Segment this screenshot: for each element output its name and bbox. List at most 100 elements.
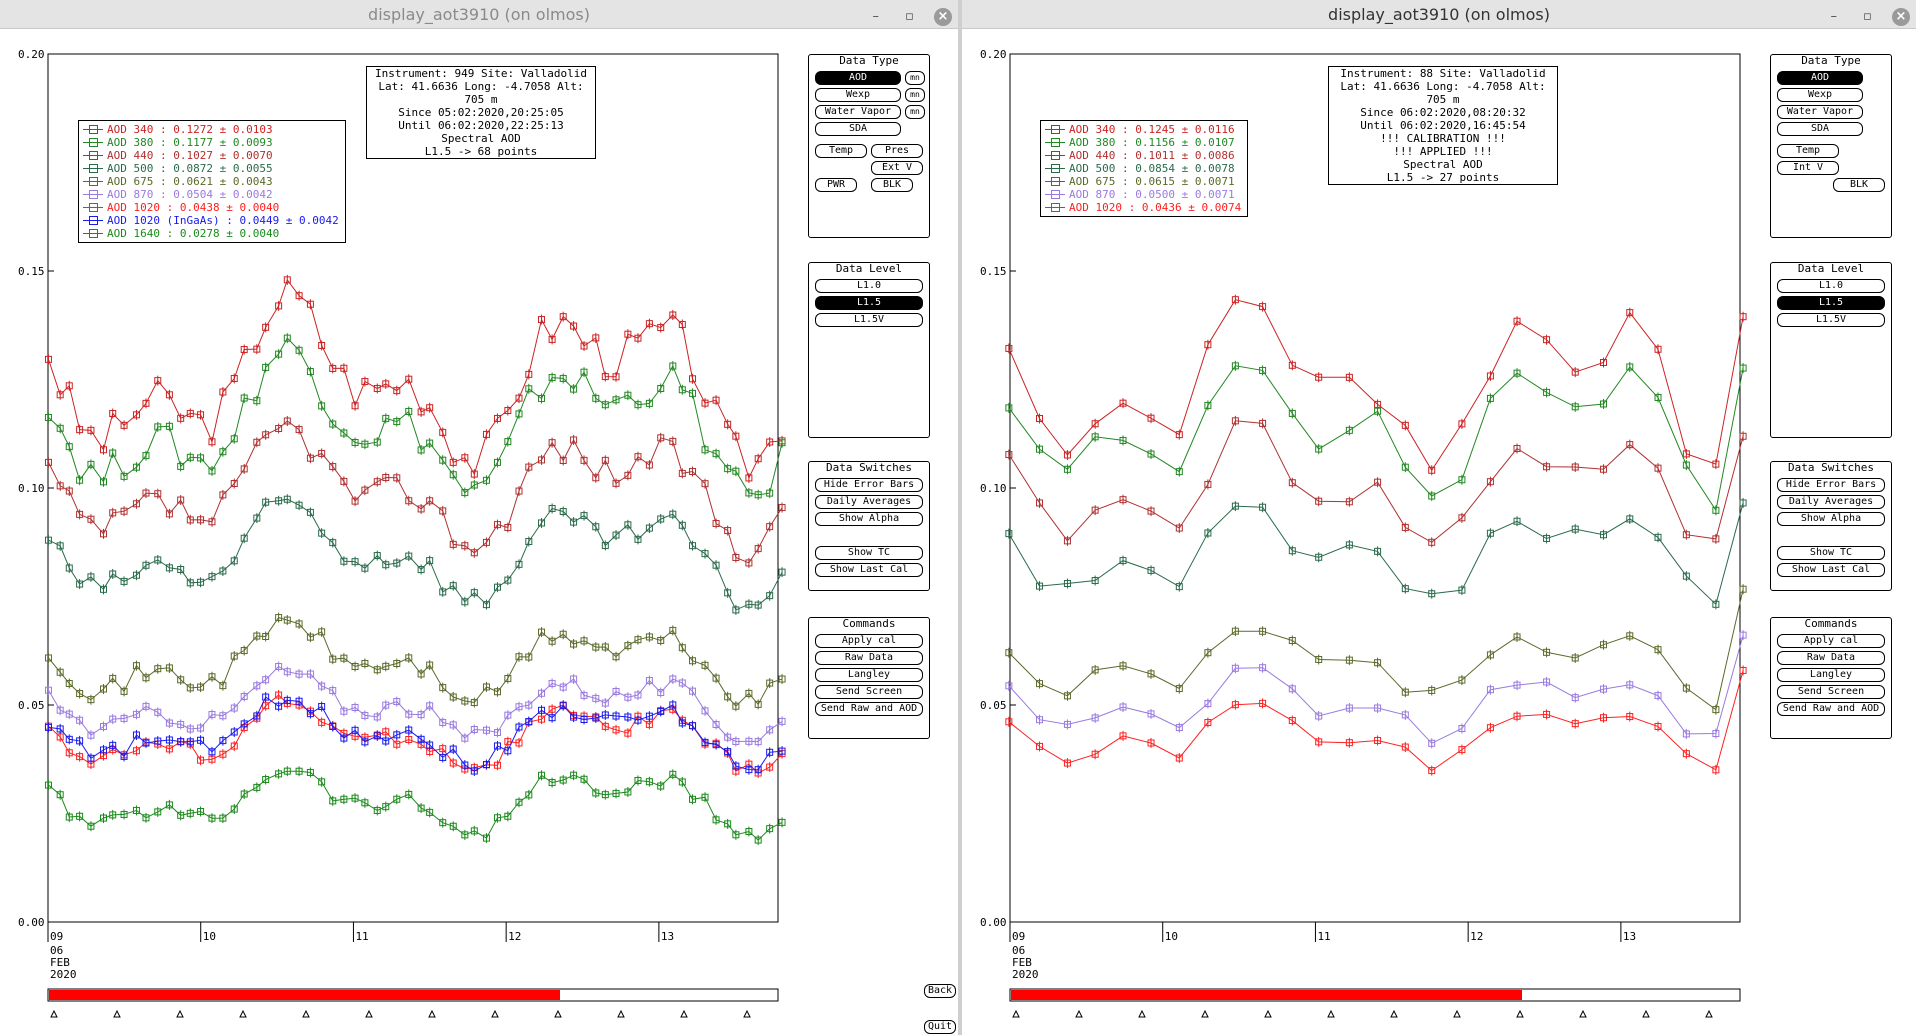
sda-button[interactable]: SDA (815, 122, 901, 136)
close-icon[interactable]: × (1892, 8, 1910, 26)
time-range-bar[interactable] (47, 988, 779, 1018)
data-point (1175, 524, 1183, 532)
wexp-button[interactable]: Wexp (1777, 88, 1863, 102)
mini-mn-aod[interactable]: mn (905, 71, 925, 85)
quit-button[interactable]: Quit (924, 1020, 957, 1034)
data-point (44, 686, 52, 694)
data-point (1231, 627, 1239, 635)
data-point (329, 420, 337, 428)
data-point (612, 688, 620, 696)
close-icon[interactable]: × (934, 8, 952, 26)
marker-icon (302, 1009, 310, 1018)
minimize-icon[interactable]: – (1830, 9, 1837, 24)
data-point (570, 436, 578, 444)
switch-show-last-cal[interactable]: Show Last Cal (815, 563, 923, 577)
switch-show-tc[interactable]: Show TC (815, 546, 923, 560)
switch-show-last-cal[interactable]: Show Last Cal (1777, 563, 1885, 577)
data-point (109, 674, 117, 682)
data-point (669, 675, 677, 683)
maximize-icon[interactable]: ▫ (1862, 9, 1872, 24)
cmd-langley[interactable]: Langley (1777, 668, 1885, 682)
switch-daily-averages[interactable]: Daily Averages (815, 495, 923, 509)
level-button-l15v[interactable]: L1.5V (815, 313, 923, 327)
marker-icon (50, 1009, 58, 1018)
legend-entry: AOD 500 : 0.0854 ± 0.0078 (1041, 162, 1241, 175)
data-point (382, 803, 390, 811)
data-point (1401, 523, 1409, 531)
mini-mn-wexp[interactable]: mn (905, 88, 925, 102)
data-point (1401, 711, 1409, 719)
data-point (99, 530, 107, 538)
data-point (142, 814, 150, 822)
cmd-send-raw-and-aod[interactable]: Send Raw and AOD (1777, 702, 1885, 716)
data-point (1091, 433, 1099, 441)
cmd-langley[interactable]: Langley (815, 668, 923, 682)
cmd-apply-cal[interactable]: Apply cal (1777, 634, 1885, 648)
data-point (373, 666, 381, 674)
data-point (724, 527, 732, 535)
data-point (382, 380, 390, 388)
switch-daily-averages[interactable]: Daily Averages (1777, 495, 1885, 509)
data-point (612, 373, 620, 381)
data-point (1091, 506, 1099, 514)
wexp-button[interactable]: Wexp (815, 88, 901, 102)
sda-button[interactable]: SDA (1777, 122, 1863, 136)
level-button-l15[interactable]: L1.5 (1777, 296, 1885, 310)
time-range-bar[interactable] (1009, 988, 1741, 1018)
data-point (361, 799, 369, 807)
marker-icon (1012, 1009, 1020, 1018)
data-point (109, 410, 117, 418)
level-button-l10[interactable]: L1.0 (815, 279, 923, 293)
blk-button[interactable]: BLK (871, 178, 913, 192)
data-point (657, 434, 665, 442)
data-point (318, 628, 326, 636)
data-point (1682, 750, 1690, 758)
ext-v-button[interactable]: Ext V (871, 161, 923, 175)
pwr-button[interactable]: PWR (815, 178, 857, 192)
maximize-icon[interactable]: ▫ (904, 9, 914, 24)
temp-button[interactable]: Temp (1777, 144, 1839, 158)
water-vapor-button[interactable]: Water Vapor (1777, 105, 1863, 119)
data-point (405, 735, 413, 743)
data-point (745, 766, 753, 774)
minimize-icon[interactable]: – (872, 9, 879, 24)
data-point (373, 478, 381, 486)
cmd-raw-data[interactable]: Raw Data (1777, 651, 1885, 665)
cmd-send-screen[interactable]: Send Screen (1777, 685, 1885, 699)
switch-show-tc[interactable]: Show TC (1777, 546, 1885, 560)
switch-show-alpha[interactable]: Show Alpha (815, 512, 923, 526)
marker-icon (1264, 1009, 1272, 1018)
cmd-send-raw-and-aod[interactable]: Send Raw and AOD (815, 702, 923, 716)
level-button-l15[interactable]: L1.5 (815, 296, 923, 310)
data-point (669, 437, 677, 445)
temp-button[interactable]: Temp (815, 144, 867, 158)
data-point (601, 699, 609, 707)
cmd-send-screen[interactable]: Send Screen (815, 685, 923, 699)
back-button[interactable]: Back (924, 984, 957, 998)
water-vapor-button[interactable]: Water Vapor (815, 105, 901, 119)
data-point (283, 668, 291, 676)
marker-icon (239, 1009, 247, 1018)
data-point (525, 463, 533, 471)
data-point (1600, 641, 1608, 649)
aod-button[interactable]: AOD (815, 71, 901, 85)
int-v-button[interactable]: Int V (1777, 161, 1839, 175)
level-button-l10[interactable]: L1.0 (1777, 279, 1885, 293)
marker-icon (680, 1009, 688, 1018)
blk-button[interactable]: BLK (1833, 178, 1885, 192)
data-point (1315, 738, 1323, 746)
switch-hide-error-bars[interactable]: Hide Error Bars (1777, 478, 1885, 492)
level-button-l15v[interactable]: L1.5V (1777, 313, 1885, 327)
mini-mn-wv[interactable]: mn (905, 105, 925, 119)
data-point (99, 585, 107, 593)
aod-button[interactable]: AOD (1777, 71, 1863, 85)
switch-hide-error-bars[interactable]: Hide Error Bars (815, 478, 923, 492)
cmd-apply-cal[interactable]: Apply cal (815, 634, 923, 648)
switch-show-alpha[interactable]: Show Alpha (1777, 512, 1885, 526)
cmd-raw-data[interactable]: Raw Data (815, 651, 923, 665)
data-point (580, 637, 588, 645)
data-point (253, 712, 261, 720)
pres-button[interactable]: Pres (871, 144, 923, 158)
data-point (1147, 450, 1155, 458)
date-label: FEB (50, 956, 70, 969)
